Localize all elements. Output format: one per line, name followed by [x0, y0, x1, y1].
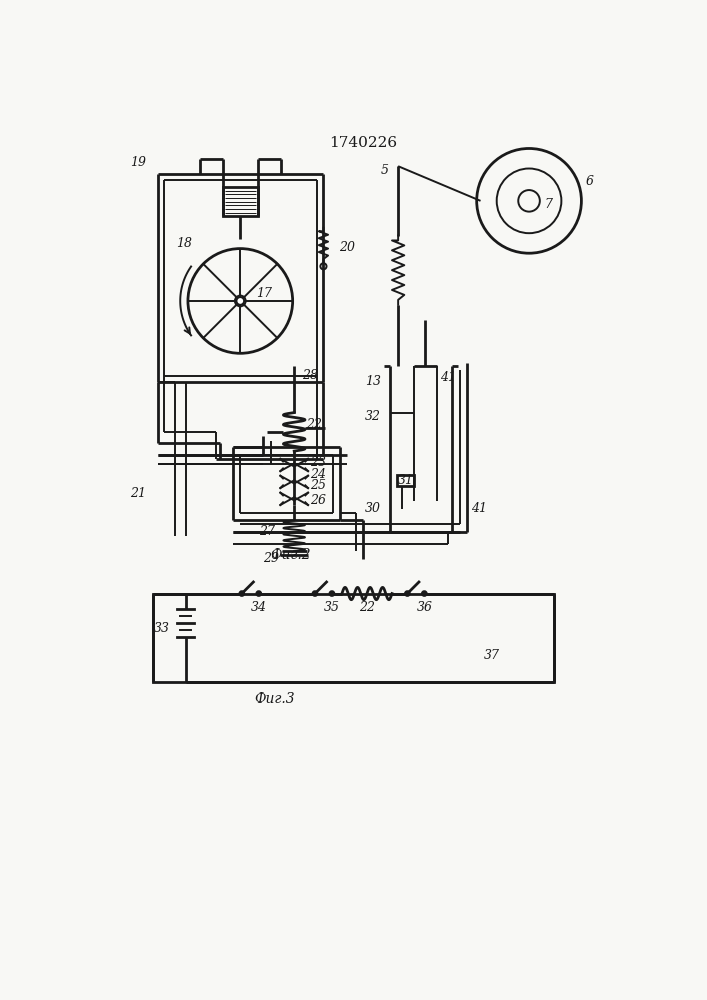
Circle shape — [240, 592, 244, 595]
Text: 28: 28 — [302, 369, 318, 382]
Circle shape — [405, 592, 409, 595]
Text: 41: 41 — [440, 371, 457, 384]
Text: 17: 17 — [256, 287, 271, 300]
Text: 23: 23 — [310, 456, 326, 469]
Text: 24: 24 — [310, 468, 326, 481]
Text: 22: 22 — [307, 418, 322, 431]
Text: 41: 41 — [472, 502, 487, 515]
Text: 33: 33 — [154, 622, 170, 635]
Text: 22: 22 — [358, 601, 375, 614]
Text: 19: 19 — [130, 156, 146, 169]
Text: Фиг.3: Фиг.3 — [255, 692, 296, 706]
Text: 37: 37 — [484, 649, 500, 662]
Text: 26: 26 — [310, 494, 326, 507]
Circle shape — [330, 592, 334, 595]
Bar — [153, 594, 554, 682]
Text: 31: 31 — [398, 474, 414, 487]
Text: 21: 21 — [130, 487, 146, 500]
Text: 29: 29 — [263, 552, 279, 565]
Text: 36: 36 — [416, 601, 433, 614]
Circle shape — [257, 592, 261, 595]
Bar — [397, 475, 414, 486]
Text: 18: 18 — [177, 237, 192, 250]
Text: 13: 13 — [366, 375, 381, 388]
Circle shape — [422, 592, 426, 595]
Circle shape — [235, 296, 246, 306]
Text: Фиг.2: Фиг.2 — [270, 548, 310, 562]
Text: 20: 20 — [339, 241, 355, 254]
Text: 35: 35 — [325, 601, 340, 614]
Text: 6: 6 — [585, 175, 593, 188]
Text: 34: 34 — [251, 601, 267, 614]
Bar — [223, 187, 258, 216]
Circle shape — [313, 592, 317, 595]
Text: 32: 32 — [366, 410, 381, 423]
Text: 1740226: 1740226 — [329, 136, 397, 150]
Text: 5: 5 — [381, 164, 389, 177]
Text: 30: 30 — [366, 502, 381, 515]
Text: 7: 7 — [544, 198, 552, 211]
Text: 25: 25 — [310, 479, 326, 492]
Text: 27: 27 — [259, 525, 275, 538]
